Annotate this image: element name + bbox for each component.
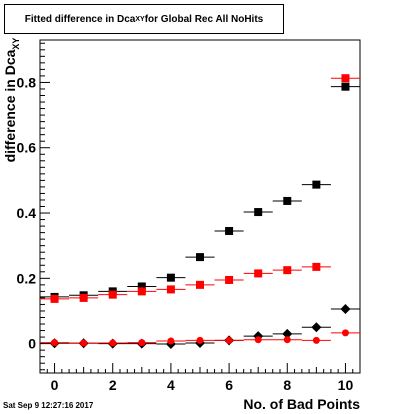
data-point-square [254,208,263,217]
data-point-circle [341,329,349,337]
data-point-square [341,74,350,83]
data-point-square [312,262,321,271]
data-point-diamond [340,304,351,315]
axes: 0 2 4 6 8 10 0 0.2 0.4 0.6 0.8 [17,42,361,393]
data-point-circle [196,336,204,344]
x-tick-label: 4 [167,377,175,393]
data-point-circle [138,339,146,347]
x-tick-label: 10 [338,377,354,393]
y-tick-label: 0.6 [17,140,37,156]
x-tick-label: 0 [51,377,59,393]
y-tick-label: 0.2 [17,270,37,286]
data-point-square [79,293,88,302]
data-point-square [108,290,117,299]
data-point-diamond [282,328,293,339]
data-point-square [166,273,175,282]
data-point-circle [254,336,262,344]
y-axis-label-prefix: difference in Dca [2,49,18,163]
data-point-circle [109,339,117,347]
data-point-square [137,282,146,291]
y-tick-label: 0.4 [17,205,37,221]
x-tick-label: 8 [283,377,291,393]
data-point-circle [283,336,291,344]
data-point-square [50,294,59,303]
datestamp: Sat Sep 9 12:27:16 2017 [3,401,94,410]
chart-title: Fitted difference in Dca XY for Global Re… [4,4,284,34]
data-point-square [225,226,234,235]
data-point-circle [167,337,175,345]
chart-title-prefix: Fitted difference in Dca [24,13,136,25]
data-point-circle [51,339,59,347]
x-tick-label: 6 [225,377,233,393]
data-point-square [341,82,350,91]
data-point-square [166,285,175,294]
x-tick-label: 2 [109,377,117,393]
y-axis-label-sub: XY [11,37,21,50]
data-point-square [137,287,146,296]
data-point-circle [80,339,88,347]
data-marks [40,74,360,349]
chart-title-sub: XY [135,15,145,23]
data-point-square [254,269,263,278]
data-point-square [283,196,292,205]
data-point-square [196,253,204,262]
y-axis-label: difference in DcaXY [2,20,22,180]
data-point-circle [225,336,233,344]
data-point-square [225,275,234,284]
data-point-square [283,266,292,275]
y-tick-label: 0.8 [17,74,37,90]
data-point-square [312,180,321,189]
y-tick-label: 0 [28,336,36,352]
data-point-diamond [311,322,322,333]
data-point-square [196,280,204,289]
data-point-circle [312,336,320,344]
chart-title-suffix: for Global Rec All NoHits [144,13,264,25]
x-axis-label: No. of Bad Points [243,396,360,412]
plot-frame [39,39,361,374]
